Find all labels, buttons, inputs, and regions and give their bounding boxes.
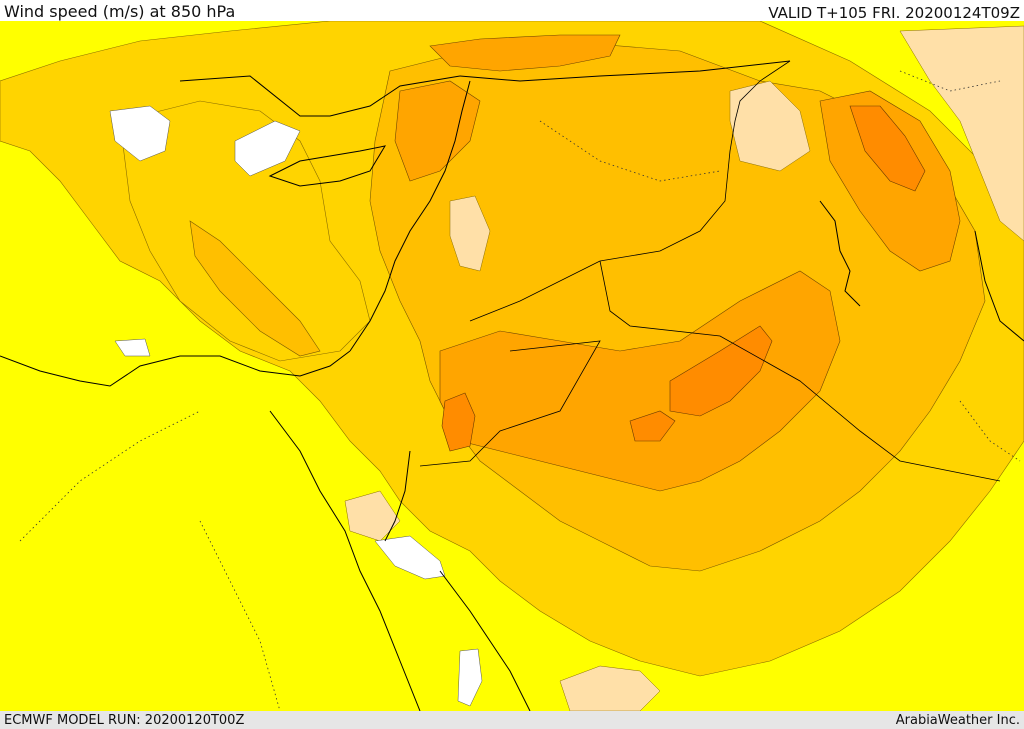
calm-patch-libya bbox=[114, 338, 151, 357]
peach-patch-levant bbox=[449, 195, 491, 272]
zone-20-25-levant bbox=[394, 80, 481, 182]
header-bar: Wind speed (m/s) at 850 hPa VALID T+105 … bbox=[0, 0, 1024, 22]
wind-speed-map bbox=[0, 21, 1024, 711]
zone-25-30-core-arabia bbox=[669, 325, 773, 417]
peach-patch-ne bbox=[899, 25, 1024, 242]
peach-patch-south bbox=[559, 665, 661, 711]
zone-20-25 bbox=[439, 270, 841, 492]
zone-25-30-core-west bbox=[629, 410, 676, 442]
zone-20-25-caucasus bbox=[429, 34, 621, 72]
calm-patch-med bbox=[234, 120, 301, 177]
calm-patch-aegean bbox=[109, 105, 171, 162]
map-canvas bbox=[0, 21, 1024, 711]
zone-25-30-core-jordan bbox=[441, 392, 476, 452]
zone-25-30-core-iran bbox=[849, 105, 926, 192]
zone-15-20-med-streak bbox=[189, 220, 321, 357]
map-title: Wind speed (m/s) at 850 hPa bbox=[4, 2, 236, 21]
calm-patch-redsea bbox=[457, 648, 483, 707]
calm-patch-aqaba bbox=[374, 535, 446, 580]
coastlines bbox=[0, 60, 1024, 711]
footer-bar: ECMWF MODEL RUN: 20200120T00Z ArabiaWeat… bbox=[0, 711, 1024, 729]
political-borders bbox=[419, 60, 1001, 482]
peach-patch-north bbox=[729, 80, 811, 172]
model-run-label: ECMWF MODEL RUN: 20200120T00Z bbox=[4, 713, 245, 728]
brand-credit: ArabiaWeather Inc. bbox=[895, 713, 1020, 728]
valid-time: VALID T+105 FRI. 20200124T09Z bbox=[768, 4, 1020, 22]
dotted-boundaries bbox=[19, 70, 1021, 711]
